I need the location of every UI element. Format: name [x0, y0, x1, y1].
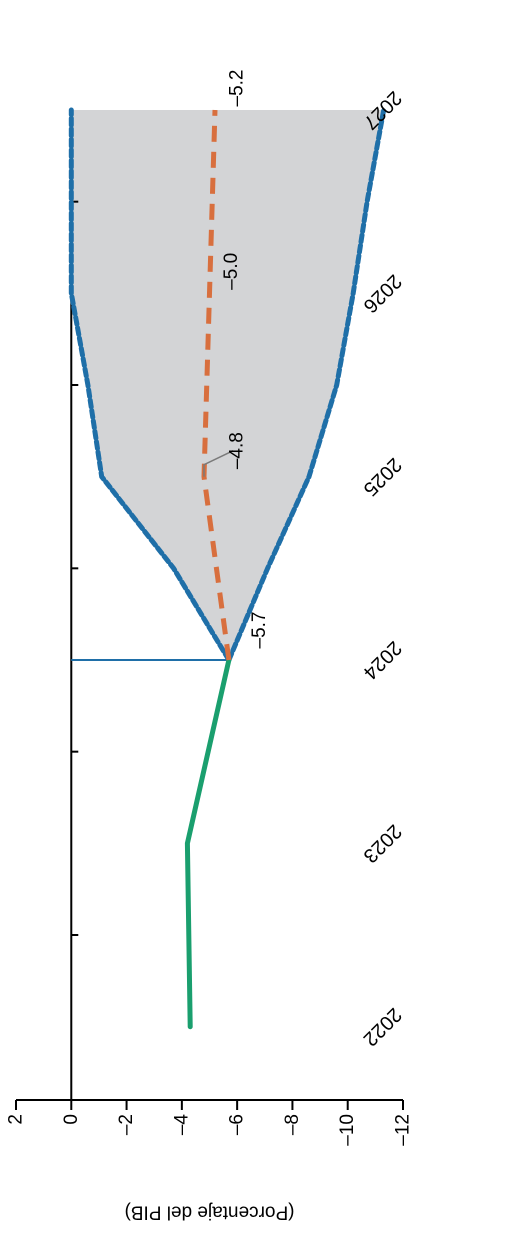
y-tick-label: –6 [227, 1114, 248, 1135]
x-tick-label-2024: 2024 [359, 636, 406, 683]
annotation-leader [203, 449, 234, 477]
data-label-2027: –5.2 [227, 70, 248, 107]
series-line-linea-base [201, 109, 232, 661]
confidence-band-area [71, 110, 384, 660]
y-axis-title: (Porcentaje del PIB) [124, 1202, 294, 1223]
x-tick-label-2023: 2023 [359, 820, 406, 867]
x-tick-label-2026: 2026 [359, 270, 406, 317]
plot-area [15, 107, 404, 1110]
data-label-2024: –5.7 [249, 612, 270, 649]
y-tick-label: 2 [6, 1114, 27, 1125]
x-tick-label-2025: 2025 [359, 453, 406, 500]
y-tick-label: –8 [282, 1114, 303, 1135]
series-line-observado [184, 657, 232, 1030]
y-tick-label: –12 [393, 1114, 414, 1146]
y-tick-label: –2 [116, 1114, 137, 1135]
data-label-2026: –5.0 [221, 253, 242, 290]
data-label-2025: –4.8 [227, 432, 248, 469]
x-tick-label-2022: 2022 [359, 1003, 406, 1050]
y-tick-label: –10 [337, 1114, 358, 1146]
y-tick-label: 0 [61, 1114, 82, 1125]
confidence-band-lower [226, 107, 387, 663]
confidence-band-upper [68, 107, 232, 663]
y-tick-label: –4 [171, 1114, 192, 1136]
